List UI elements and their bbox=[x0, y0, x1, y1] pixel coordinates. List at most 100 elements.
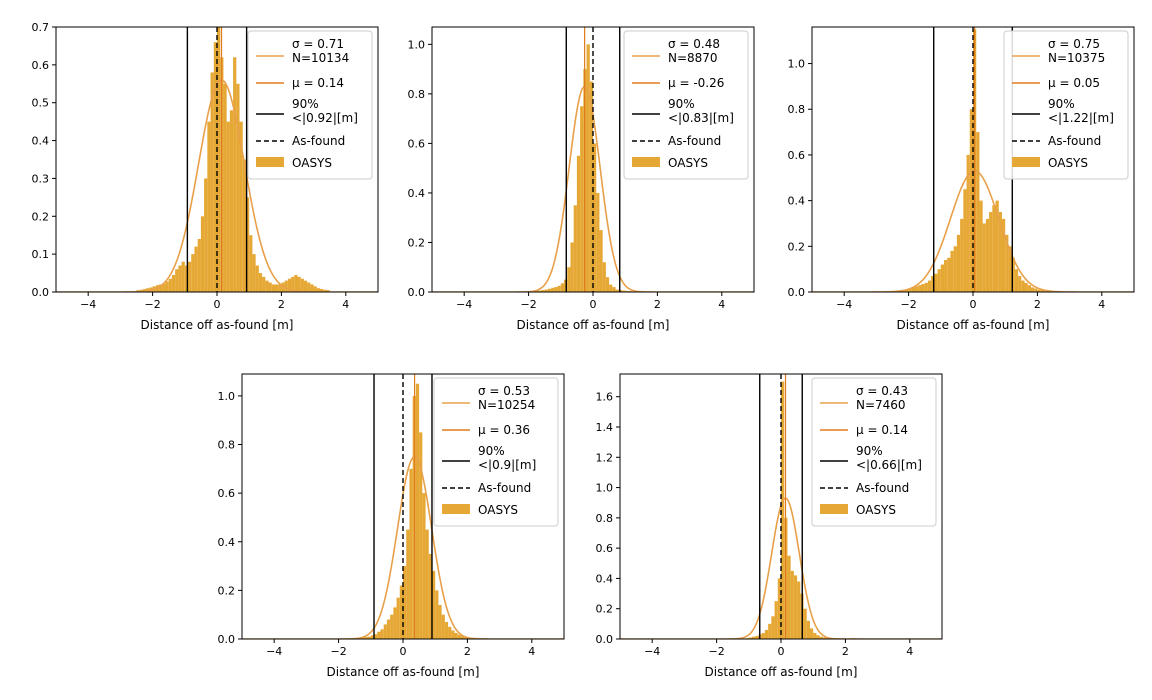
histogram-bar-29 bbox=[621, 290, 626, 292]
histogram-bar-7 bbox=[159, 284, 163, 292]
histogram-bar-10 bbox=[168, 278, 172, 292]
legend-sigma-label: σ = 0.43 bbox=[856, 384, 908, 398]
histogram-bar-11 bbox=[171, 274, 176, 292]
y-tick-label-4: 0.8 bbox=[218, 439, 236, 452]
histogram-bar-42 bbox=[271, 284, 275, 292]
legend-box bbox=[433, 377, 559, 527]
legend-ninety-value-label: <|0.9|[m] bbox=[478, 458, 536, 472]
histogram-bar-7 bbox=[915, 286, 919, 292]
y-tick-label-5: 1.0 bbox=[788, 58, 806, 71]
plot-area: −4 −2 0 2 4 0.0 0.1 0.2 0.3 0.4 0.5 0.6 0.7 Distance … bbox=[32, 21, 379, 332]
y-tick-label-3: 0.6 bbox=[596, 542, 614, 555]
y-tick-label-3: 0.3 bbox=[32, 172, 50, 185]
histogram-bar-17 bbox=[797, 581, 801, 639]
histogram-bar-7 bbox=[377, 631, 381, 639]
histogram-bar-24 bbox=[431, 570, 436, 639]
x-tick-label-4: 4 bbox=[718, 298, 725, 311]
histogram-bar-21 bbox=[204, 178, 208, 292]
x-tick-label-3: 2 bbox=[842, 645, 849, 658]
histogram-bar-51 bbox=[300, 278, 304, 292]
histogram-bar-45 bbox=[1037, 289, 1041, 292]
histogram-bar-6 bbox=[374, 634, 378, 639]
histogram-bar-27 bbox=[441, 614, 445, 639]
legend: σ = 0.71N=10134 μ = 0.14 90%<|0.92|[m] As-f… bbox=[247, 30, 373, 180]
legend-sigma-label: σ = 0.75 bbox=[1048, 37, 1100, 51]
y-tick-label-0: 0.0 bbox=[32, 286, 50, 299]
histogram-bar-21 bbox=[422, 493, 426, 639]
histogram-bar-9 bbox=[557, 285, 561, 292]
y-tick-label-0: 0.0 bbox=[596, 633, 614, 646]
histogram-bar-44 bbox=[278, 284, 282, 292]
y-tick-label-4: 0.8 bbox=[788, 103, 806, 116]
histogram-bar-39 bbox=[1018, 276, 1022, 292]
histogram-bar-57 bbox=[320, 288, 324, 292]
histogram-bar-23 bbox=[428, 553, 432, 639]
x-tick-label-2: 0 bbox=[590, 298, 597, 311]
y-tick-label-2: 0.4 bbox=[218, 536, 236, 549]
x-tick-label-3: 2 bbox=[654, 298, 661, 311]
histogram-bar-7 bbox=[551, 287, 555, 292]
histogram-bar-5 bbox=[544, 289, 548, 292]
legend-n-label: N=10254 bbox=[478, 398, 535, 412]
legend-handle-histogram bbox=[632, 157, 660, 167]
histogram-bar-18 bbox=[194, 246, 198, 292]
x-tick-label-0: −4 bbox=[456, 298, 472, 311]
histogram-bar-15 bbox=[403, 566, 407, 639]
y-tick-label-1: 0.1 bbox=[32, 248, 50, 261]
histogram-bar-17 bbox=[947, 257, 951, 292]
histogram-bar-10 bbox=[924, 282, 928, 292]
histogram-bar-24 bbox=[819, 636, 823, 639]
histogram-bar-5 bbox=[370, 635, 375, 639]
histogram-bar-16 bbox=[188, 261, 192, 292]
x-axis-label: Distance off as-found [m] bbox=[141, 318, 294, 332]
histogram-bar-37 bbox=[255, 265, 259, 292]
y-tick-label-5: 1.0 bbox=[408, 38, 426, 51]
histogram-bar-14 bbox=[937, 269, 941, 292]
legend: σ = 0.75N=10375 μ = 0.05 90%<|1.22|[m] As-f… bbox=[1003, 30, 1129, 180]
histogram-bar-5 bbox=[908, 288, 912, 292]
plot-area: −4 −2 0 2 4 0.0 0.2 0.4 0.6 0.8 1.0 Distance off as… bbox=[788, 26, 1135, 332]
histogram-bar-11 bbox=[927, 280, 932, 292]
histogram-bar-13 bbox=[934, 273, 938, 292]
histogram-bar-56 bbox=[316, 288, 321, 292]
histogram-bar-34 bbox=[464, 637, 468, 639]
histogram-bar-3 bbox=[538, 290, 542, 292]
y-tick-label-3: 0.6 bbox=[788, 149, 806, 162]
legend-histogram-label: OASYS bbox=[856, 503, 896, 517]
histogram-bar-19 bbox=[197, 239, 201, 292]
histogram-bar-6 bbox=[761, 632, 765, 639]
legend-histogram-label: OASYS bbox=[478, 503, 518, 517]
y-tick-label-2: 0.4 bbox=[596, 572, 614, 585]
x-axis-label: Distance off as-found [m] bbox=[517, 318, 670, 332]
legend-as-found-label: As-found bbox=[478, 481, 531, 495]
histogram-bar-20 bbox=[956, 234, 961, 292]
histogram-bar-16 bbox=[944, 260, 948, 292]
histogram-bar-29 bbox=[229, 110, 234, 292]
histogram-bar-45 bbox=[281, 282, 285, 292]
histogram-bar-46 bbox=[1040, 290, 1044, 292]
legend-n-label: N=10134 bbox=[292, 51, 349, 65]
legend-sigma-label: σ = 0.48 bbox=[668, 37, 720, 51]
legend-ninety-label: 90% bbox=[478, 444, 505, 458]
histogram-bar-10 bbox=[774, 601, 778, 639]
legend-sigma-label: σ = 0.71 bbox=[292, 37, 344, 51]
histogram-bar-20 bbox=[419, 432, 423, 639]
histogram-bar-31 bbox=[454, 632, 458, 639]
y-tick-label-6: 1.2 bbox=[596, 451, 614, 464]
x-tick-label-4: 4 bbox=[528, 645, 535, 658]
histogram-bar-26 bbox=[438, 604, 442, 639]
chart-panel-3: −4 −2 0 2 4 0.0 0.2 0.4 0.6 0.8 1.0 Distance off as… bbox=[788, 26, 1135, 332]
x-tick-label-4: 4 bbox=[906, 645, 913, 658]
histogram-bar-27 bbox=[979, 200, 983, 292]
histogram-bar-50 bbox=[297, 276, 301, 292]
histogram-bar-33 bbox=[460, 636, 465, 639]
legend-handle-histogram bbox=[256, 157, 284, 167]
x-tick-label-1: −2 bbox=[144, 298, 160, 311]
y-tick-label-6: 0.6 bbox=[32, 59, 50, 72]
legend: σ = 0.48N=8870 μ = -0.26 90%<|0.83|[m] As-f… bbox=[623, 30, 749, 180]
chart-panel-4: −4 −2 0 2 4 0.0 0.2 0.4 0.6 0.8 1.0 Distance off as… bbox=[218, 373, 565, 679]
y-tick-label-8: 1.6 bbox=[596, 391, 614, 404]
histogram-bar-16 bbox=[406, 529, 410, 639]
histogram-bar-26 bbox=[976, 132, 980, 292]
histogram-bar-33 bbox=[998, 212, 1002, 292]
